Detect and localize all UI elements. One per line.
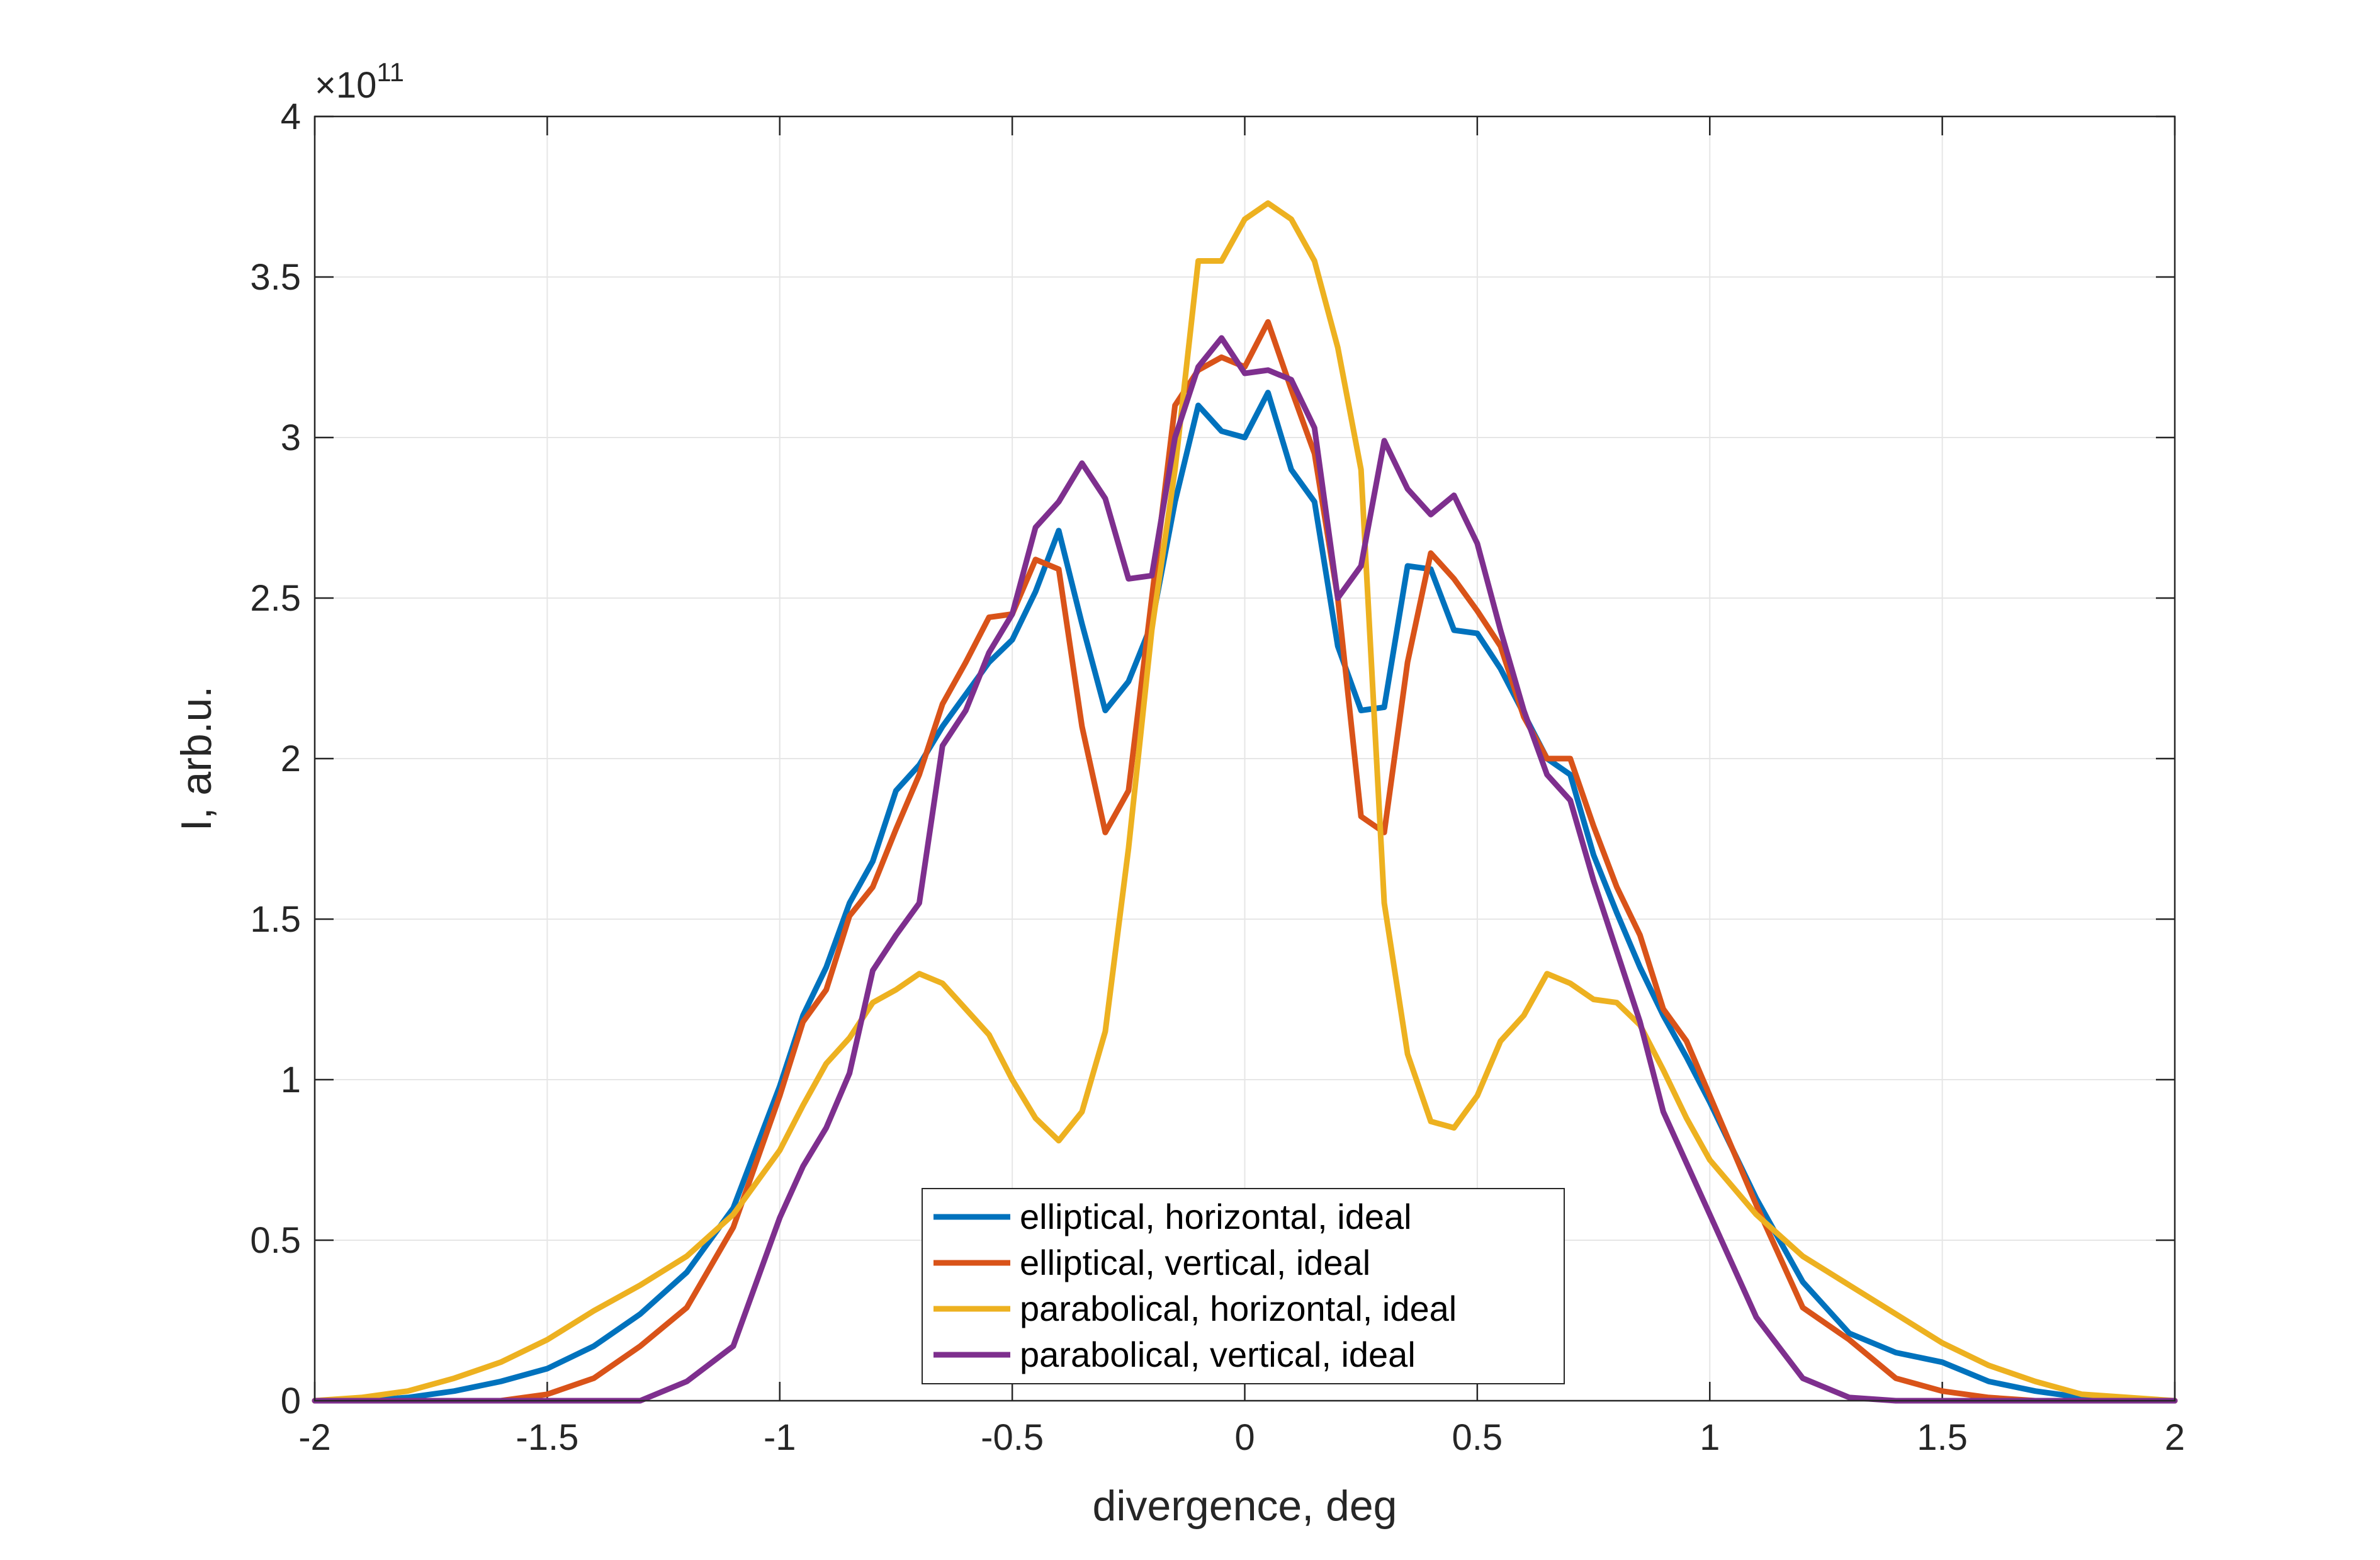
y-tick-label: 1.5 — [250, 899, 301, 940]
series-lines — [312, 200, 2178, 1404]
x-axis-label: divergence, deg — [1093, 1482, 1397, 1530]
y-exponent-power: 11 — [376, 57, 404, 87]
y-tick-label: 0 — [281, 1381, 301, 1422]
series-line-4 — [312, 335, 2178, 1404]
x-tick-labels: -2 -1.5 -1 -0.5 0 0.5 1 1.5 2 — [298, 1417, 2185, 1458]
y-tick-label: 0.5 — [250, 1220, 301, 1261]
y-tick-label: 4 — [281, 96, 301, 137]
x-tick-label: 0.5 — [1452, 1417, 1503, 1458]
legend-label-3: parabolical, horizontal, ideal — [1020, 1289, 1457, 1328]
legend-label-1: elliptical, horizontal, ideal — [1020, 1197, 1412, 1236]
x-tick-label: -1.5 — [516, 1417, 578, 1458]
legend-entries: elliptical, horizontal, ideal elliptical,… — [933, 1197, 1457, 1374]
y-tick-label: 2.5 — [250, 578, 301, 619]
x-tick-label: -1 — [764, 1417, 796, 1458]
x-tick-label: 1 — [1700, 1417, 1720, 1458]
plot-area-frame — [313, 115, 2176, 1402]
legend-box — [922, 1188, 1565, 1384]
y-exponent-base: ×10 — [315, 65, 376, 106]
x-tick-label: -2 — [298, 1417, 331, 1458]
x-tick-label: 1.5 — [1917, 1417, 1968, 1458]
y-tick-label: 3.5 — [250, 257, 301, 298]
series-line-3 — [312, 200, 2178, 1404]
legend-label-2: elliptical, vertical, ideal — [1020, 1243, 1370, 1282]
y-tick-labels: 0 0.5 1 1.5 2 2.5 3 3.5 4 — [250, 96, 301, 1422]
legend-label-4: parabolical, vertical, ideal — [1020, 1335, 1416, 1374]
y-axis-label: I, arb.u. — [172, 686, 220, 832]
y-tick-label: 3 — [281, 417, 301, 458]
x-tick-label: 2 — [2165, 1417, 2185, 1458]
y-tick-label: 2 — [281, 738, 301, 779]
series-line-2 — [312, 319, 2178, 1404]
y-exponent-label: ×1011 — [315, 57, 404, 106]
x-tick-label: -0.5 — [981, 1417, 1044, 1458]
legend: elliptical, horizontal, ideal elliptical,… — [922, 1188, 1565, 1384]
x-tick-label: 0 — [1234, 1417, 1255, 1458]
y-tick-label: 1 — [281, 1060, 301, 1100]
